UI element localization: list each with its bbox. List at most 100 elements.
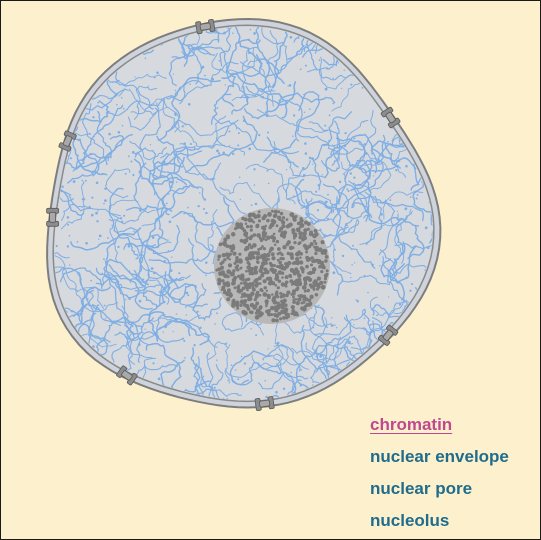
chromatin-granule [196,45,199,48]
chromatin-fiber [382,190,424,220]
legend-nucleolus[interactable]: nucleolus [370,511,450,530]
nucleolus-granule [307,244,312,249]
chromatin-granule [77,139,80,142]
chromatin-fiber [325,26,349,33]
chromatin-granule [352,244,354,247]
chromatin-granule [418,89,422,93]
nucleolus-granule [263,286,267,290]
chromatin-fiber [94,26,133,61]
chromatin-granule [69,157,72,160]
chromatin-granule [141,261,143,264]
chromatin-granule [328,114,331,117]
chromatin-granule [404,207,408,211]
nuclear-pore[interactable] [58,130,77,152]
chromatin-granule [410,392,414,395]
nucleolus-granule [257,247,261,252]
nucleolus-granule [324,254,329,259]
nucleolus-granule [301,285,307,290]
nucleolus-granule [230,273,234,277]
nucleolus-granule [295,300,300,306]
chromatin-granule [324,87,328,91]
legend-nuclear-envelope[interactable]: nuclear envelope [370,447,509,466]
nucleolus-granule [298,293,304,299]
nucleolus-granule [244,234,248,238]
nucleolus-granule [255,301,260,306]
chromatin-granule [287,85,289,87]
nuclear-pore[interactable] [254,396,275,412]
chromatin-granule [238,176,241,179]
chromatin-granule [92,116,95,119]
chromatin-fiber [118,88,181,133]
nuclear-pore[interactable] [116,365,138,386]
nucleolus-granule [270,209,274,213]
nuclear-pore[interactable] [46,207,60,227]
chromatin-fiber [379,75,426,88]
chromatin-granule [203,198,207,201]
chromatin-fiber [313,309,366,336]
nucleolus-granule [317,286,321,289]
nucleolus-granule [273,210,277,214]
nucleolus-granule [298,281,303,285]
chromatin-granule [183,339,186,342]
legend-nuclear-pore[interactable]: nuclear pore [370,479,473,498]
nucleolus-granule [272,263,276,268]
chromatin-granule [266,169,269,172]
chromatin-granule [304,152,308,155]
chromatin-granule [92,345,95,348]
nucleolus-granule [317,260,322,265]
nucleolus-granule [319,280,324,286]
nucleolus-granule [231,301,236,307]
nuclear-pore-part [385,111,396,124]
nucleolus[interactable] [214,208,330,324]
nuclear-pore[interactable] [380,106,401,129]
chromatin-granule [150,182,153,185]
nucleolus-granule [323,277,327,281]
nucleolus-granule [299,217,303,221]
chromatin-fiber [136,151,206,201]
nucleolus-granule [292,300,296,304]
nucleolus-granule [270,218,275,224]
chromatin-fiber [89,26,109,77]
chromatin-fiber [214,115,246,156]
nucleolus-granule [309,294,314,299]
chromatin-granule [363,317,366,320]
chromatin-granule [95,181,99,185]
nucleolus-granule [305,264,309,269]
nucleolus-granule [284,262,288,266]
nuclear-pore[interactable] [195,19,216,35]
nucleolus-granule [235,222,240,227]
chromatin-fiber [72,104,124,172]
nucleolus-granule [280,232,283,236]
chromatin-granule [270,88,273,91]
nucleolus-granule [291,246,295,250]
chromatin-fiber [114,317,154,341]
chromatin-granule [139,227,142,230]
chromatin-granule [175,181,178,183]
chromatin-granule [417,375,420,378]
nucleolus-granule [262,232,267,237]
chromatin-granule [422,329,426,332]
nucleolus-granule [303,279,307,283]
chromatin-granule [43,360,45,362]
chromatin-granule [141,278,145,281]
chromatin-granule [343,69,345,71]
legend-chromatin[interactable]: chromatin [370,415,453,434]
chromatin-fiber [173,150,203,189]
chromatin-fiber [226,38,263,77]
nuclear-pore[interactable] [378,324,399,347]
chromatin-fiber [54,323,62,385]
nucleolus-granule [218,242,223,247]
chromatin-fiber [257,372,309,390]
chromatin-granule [361,86,364,89]
chromatin-fiber [80,26,144,47]
chromatin-granule [151,236,155,239]
nucleolus-granule [285,218,289,221]
nucleolus-granule [248,272,252,276]
chromatin-granule [59,381,62,383]
nucleolus-granule [242,292,247,296]
chromatin-granule [104,187,107,190]
nucleolus-granule [279,211,284,216]
nucleolus-granule [248,296,253,301]
nucleolus-granule [275,239,280,244]
nucleolus-granule [260,311,264,316]
